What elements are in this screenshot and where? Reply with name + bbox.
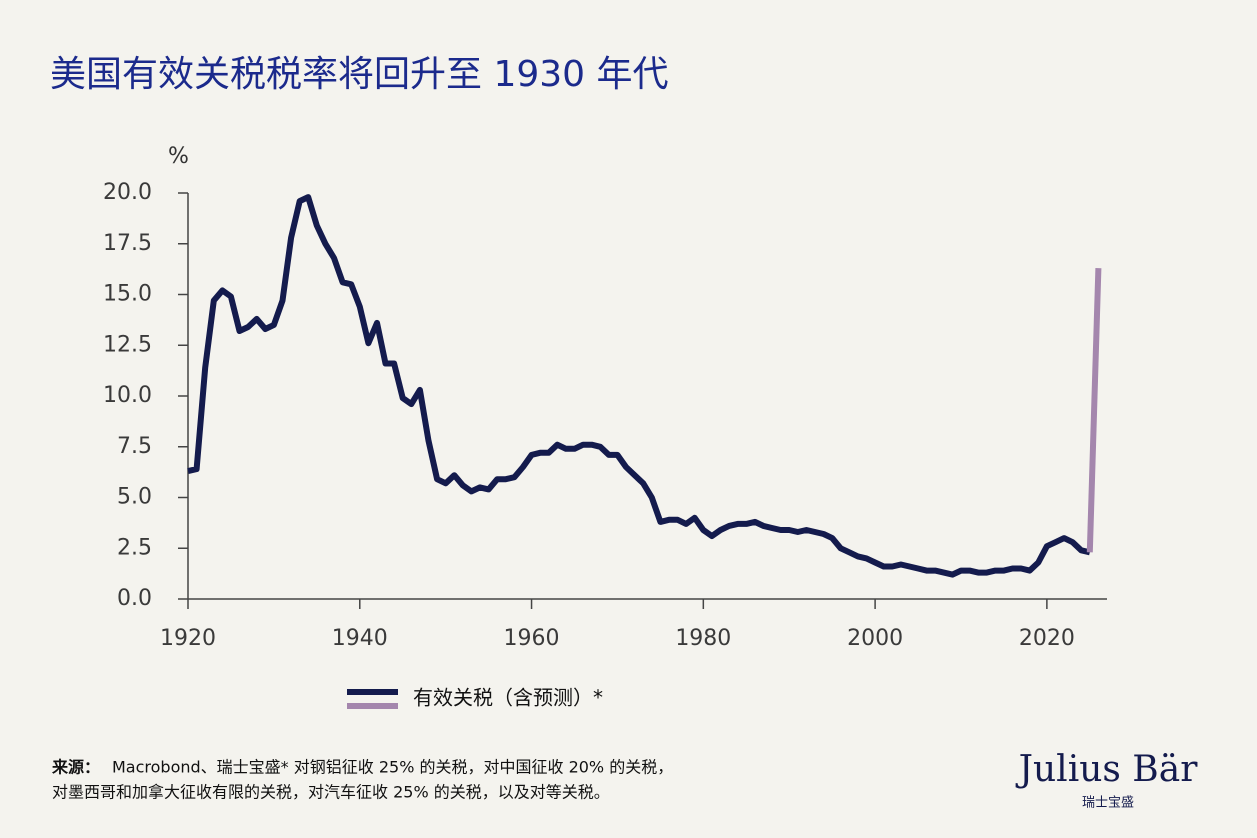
logo-sub: 瑞士宝盛 [1082, 796, 1134, 811]
y-tick-label: 5.0 [117, 485, 152, 510]
source-line: Macrobond、瑞士宝盛* 对钢铝征收 25% 的关税，对中国征收 20% … [112, 758, 673, 777]
y-tick-label: 7.5 [117, 434, 152, 459]
chart-title: 美国有效关税税率将回升至 1930 年代 [50, 54, 669, 95]
source-line: 对墨西哥和加拿大征收有限的关税，对汽车征收 25% 的关税，以及对等关税。 [52, 783, 610, 802]
series-line [1086, 268, 1102, 553]
y-unit: % [168, 144, 189, 169]
logo: Julius Bär [1015, 749, 1199, 790]
y-tick-label: 10.0 [103, 383, 152, 408]
x-tick-label: 1940 [332, 626, 388, 651]
y-tick-label: 20.0 [103, 180, 152, 205]
y-tick-label: 12.5 [103, 332, 152, 357]
y-tick-label: 17.5 [103, 231, 152, 256]
x-tick-label: 2000 [847, 626, 903, 651]
y-tick-label: 15.0 [103, 282, 152, 307]
y-tick-label: 2.5 [117, 535, 152, 560]
x-tick-label: 1980 [675, 626, 731, 651]
source-label: 来源： [51, 758, 100, 777]
x-tick-label: 1920 [160, 626, 216, 651]
x-tick-label: 1960 [504, 626, 560, 651]
series-line [187, 194, 1091, 578]
y-tick-label: 0.0 [117, 586, 152, 611]
x-tick-label: 2020 [1019, 626, 1075, 651]
legend-label: 有效关税（含预测）* [413, 686, 603, 710]
